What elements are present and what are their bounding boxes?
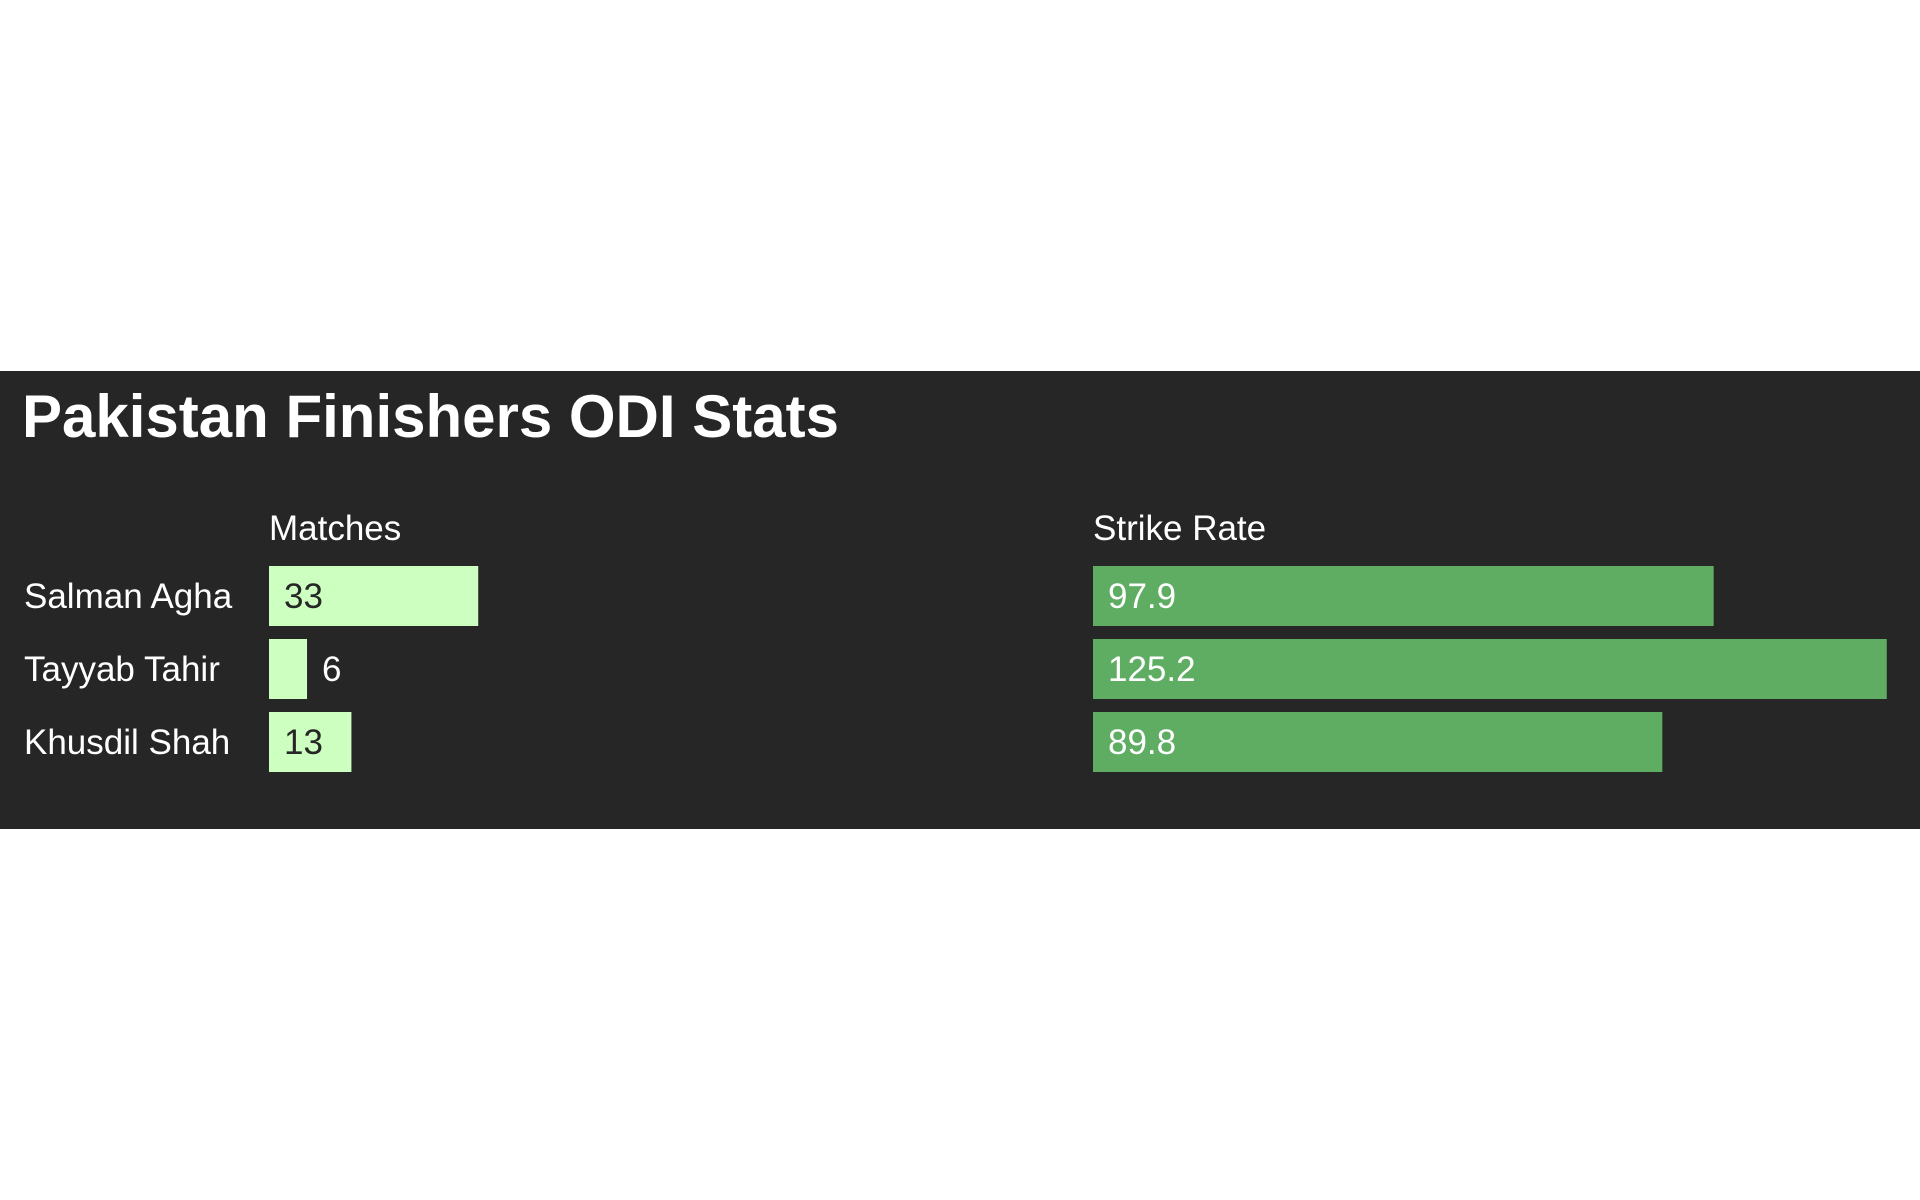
category-label: Khusdil Shah [24,723,230,762]
chart-svg: Pakistan Finishers ODI Stats Matches Stri… [22,383,1887,772]
bar [1093,639,1887,699]
data-label: 13 [284,723,323,762]
data-label: 33 [284,577,323,616]
data-label: 97.9 [1108,577,1176,616]
series-header: Strike Rate [1093,509,1266,548]
category-label: Salman Agha [24,577,233,616]
bar [1093,566,1714,626]
bar [269,712,352,772]
bar-groups: 33 6 13 97.9 125.2 89.8 [269,566,1887,772]
bar [269,639,308,699]
data-label: 89.8 [1108,723,1176,762]
category-label: Tayyab Tahir [24,650,220,689]
bar [269,566,479,626]
chart-panel: Pakistan Finishers ODI Stats Matches Stri… [0,371,1920,829]
chart-title: Pakistan Finishers ODI Stats [22,383,839,450]
category-labels: Salman Agha Tayyab Tahir Khusdil Shah [24,577,233,762]
data-label: 125.2 [1108,650,1196,689]
data-label: 6 [322,650,341,689]
column-headers: Matches Strike Rate [269,509,1266,548]
bar [1093,712,1663,772]
series-header: Matches [269,509,401,548]
